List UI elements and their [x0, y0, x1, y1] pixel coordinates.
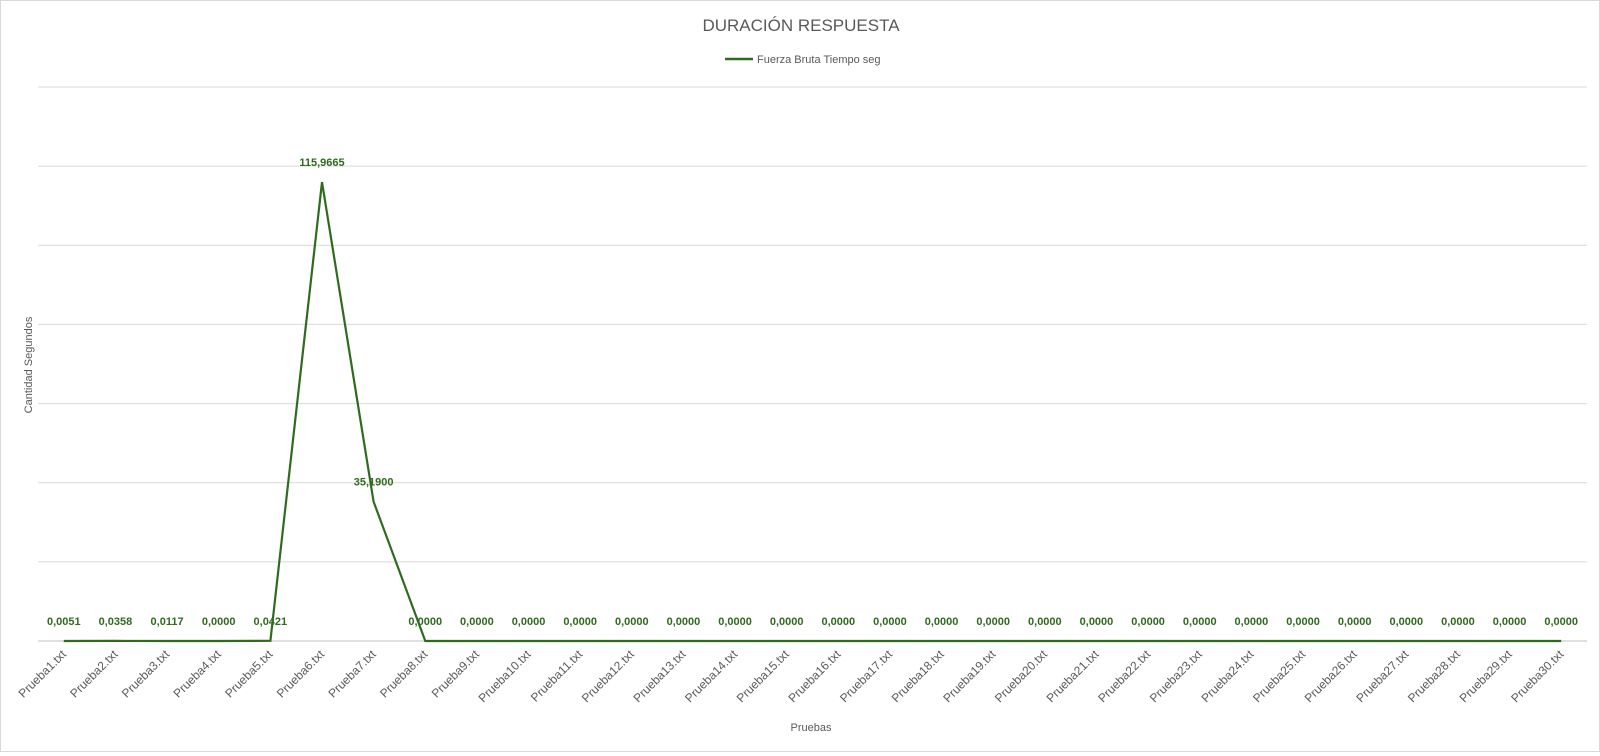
- chart-title: DURACIÓN RESPUESTA: [702, 16, 900, 35]
- data-label: 0,0000: [1131, 616, 1165, 628]
- data-label: 0,0000: [718, 616, 752, 628]
- x-tick-label: Prueba6.txt: [274, 647, 328, 701]
- data-label: 0,0000: [1080, 616, 1114, 628]
- gridlines: [38, 86, 1587, 642]
- data-label: 0,0000: [925, 616, 959, 628]
- data-label: 0,0000: [1028, 616, 1062, 628]
- x-tick-label: Prueba20.txt: [992, 647, 1050, 705]
- data-label: 0,0000: [202, 616, 236, 628]
- x-tick-label: Prueba25.txt: [1250, 647, 1308, 705]
- x-tick-label: Prueba17.txt: [837, 647, 895, 705]
- data-label: 0,0000: [976, 616, 1010, 628]
- x-tick-label: Prueba22.txt: [1095, 647, 1153, 705]
- data-label: 0,0000: [1544, 616, 1578, 628]
- data-label: 0,0000: [1183, 616, 1217, 628]
- data-label: 0,0000: [460, 616, 494, 628]
- x-tick-label: Prueba29.txt: [1457, 647, 1515, 705]
- x-tick-label: Prueba11.txt: [528, 647, 586, 705]
- x-tick-label: Prueba27.txt: [1353, 647, 1411, 705]
- x-tick-label: Prueba12.txt: [579, 647, 637, 705]
- x-tick-label: Prueba15.txt: [734, 647, 792, 705]
- data-label: 0,0000: [615, 616, 649, 628]
- x-tick-label: Prueba3.txt: [119, 647, 173, 701]
- y-axis-label: Cantidad Segundos: [23, 316, 35, 413]
- data-label: 0,0000: [667, 616, 701, 628]
- data-label: 0,0000: [1493, 616, 1527, 628]
- x-tick-label: Prueba21.txt: [1044, 647, 1102, 705]
- x-tick-label: Prueba8.txt: [377, 647, 431, 701]
- x-tick-label: Prueba24.txt: [1198, 647, 1256, 705]
- data-label: 35,1900: [354, 477, 394, 489]
- data-label: 0,0000: [563, 616, 597, 628]
- x-tick-label: Prueba2.txt: [67, 647, 121, 701]
- data-label: 0,0000: [821, 616, 855, 628]
- data-label: 0,0000: [1338, 616, 1372, 628]
- x-tick-label: Prueba30.txt: [1508, 647, 1566, 705]
- data-labels: 0,0051 0,0358 0,0117 0,0000 0,0421 115,9665 35…: [47, 157, 1578, 628]
- x-tick-label: Prueba5.txt: [222, 647, 276, 701]
- data-label: 0,0117: [151, 616, 184, 628]
- x-tick-label: Prueba10.txt: [476, 647, 534, 705]
- x-tick-label: Prueba13.txt: [631, 647, 689, 705]
- x-tick-label: Prueba18.txt: [889, 647, 947, 705]
- x-tick-labels: Prueba1.txtPrueba2.txtPrueba3.txtPrueba4…: [16, 647, 1567, 705]
- x-axis-label: Pruebas: [791, 722, 832, 734]
- data-label: 0,0000: [1286, 616, 1320, 628]
- x-tick-label: Prueba28.txt: [1405, 647, 1463, 705]
- data-label: 0,0358: [99, 616, 133, 628]
- x-tick-label: Prueba23.txt: [1147, 647, 1205, 705]
- x-tick-label: Prueba7.txt: [325, 647, 379, 701]
- x-tick-label: Prueba1.txt: [16, 647, 70, 701]
- x-tick-label: Prueba4.txt: [171, 647, 225, 701]
- data-label: 0,0000: [770, 616, 804, 628]
- x-tick-label: Prueba14.txt: [682, 647, 740, 705]
- x-tick-label: Prueba19.txt: [940, 647, 998, 705]
- x-tick-label: Prueba16.txt: [785, 647, 843, 705]
- legend-label: Fuerza Bruta Tiempo seg: [757, 54, 881, 66]
- series-polyline: [63, 181, 1562, 643]
- series-line: [63, 181, 1562, 643]
- data-label: 0,0000: [1389, 616, 1423, 628]
- data-label: 0,0000: [408, 616, 442, 628]
- x-tick-label: Prueba26.txt: [1302, 647, 1360, 705]
- data-label: 0,0000: [1235, 616, 1269, 628]
- x-tick-label: Prueba9.txt: [429, 647, 483, 701]
- data-label: 0,0000: [512, 616, 546, 628]
- data-label: 0,0421: [254, 616, 288, 628]
- data-label: 0,0051: [47, 616, 81, 628]
- data-label: 115,9665: [299, 157, 344, 169]
- legend: Fuerza Bruta Tiempo seg: [725, 54, 881, 66]
- data-label: 0,0000: [873, 616, 907, 628]
- data-label: 0,0000: [1441, 616, 1475, 628]
